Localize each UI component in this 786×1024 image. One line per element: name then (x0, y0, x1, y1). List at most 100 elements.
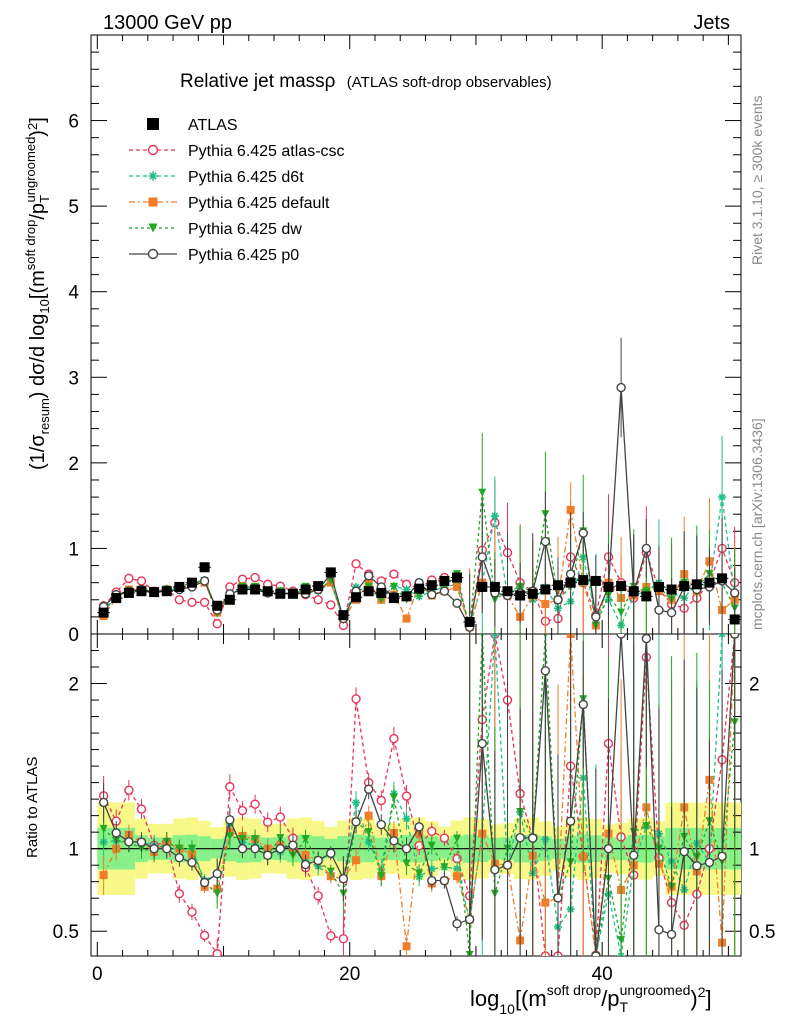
legend-marker (147, 144, 159, 156)
ratio-point-pythia-6-425-dw (301, 835, 310, 844)
atlas-point (552, 580, 563, 591)
legend-label: Pythia 6.425 atlas-csc (188, 143, 345, 160)
atlas-point (224, 594, 235, 605)
point-pythia-6-425-atlas-csc (187, 597, 197, 608)
ratio-point-pythia-6-425-p0 (275, 843, 286, 854)
point-pythia-6-425-dw (617, 608, 626, 617)
y-tick-label-main: 1 (68, 539, 79, 560)
ratio-point-pythia-6-425-p0 (717, 851, 727, 861)
atlas-point (174, 581, 185, 592)
point-pythia-6-425-p0 (565, 569, 576, 579)
series-line-pythia-6-425-atlas-csc (103, 521, 736, 628)
ratio-point-pythia-6-425-default (402, 942, 411, 951)
point-pythia-6-425-atlas-csc (124, 573, 134, 584)
y-tick-label-main: 3 (68, 368, 79, 389)
atlas-point (729, 614, 740, 625)
ratio-point-pythia-6-425-p0 (351, 817, 361, 827)
ratio-point-pythia-6-425-atlas-csc (212, 949, 222, 956)
ratio-point-pythia-6-425-p0 (300, 859, 311, 870)
ratio-point-pythia-6-425-atlas-csc (275, 812, 286, 822)
ratio-point-pythia-6-425-p0 (212, 868, 222, 879)
atlas-point (641, 591, 652, 602)
ratio-point-pythia-6-425-d6t (427, 864, 436, 873)
atlas-point (666, 584, 677, 595)
point-pythia-6-425-atlas-csc (250, 572, 260, 583)
ratio-point-pythia-6-425-dw (187, 844, 196, 853)
atlas-point (414, 583, 425, 594)
point-pythia-6-425-dw (642, 587, 651, 596)
ratio-point-pythia-6-425-p0 (427, 875, 437, 886)
atlas-point (603, 581, 614, 592)
ratio-point-pythia-6-425-atlas-csc (225, 782, 235, 792)
ratio-point-pythia-6-425-p0 (704, 857, 715, 868)
header-left: 13000 GeV pp (103, 12, 232, 34)
ratio-point-pythia-6-425-p0 (401, 843, 412, 854)
y-tick-label-main: 2 (68, 454, 79, 475)
y-axis-label-ratio: Ratio to ATLAS (24, 757, 41, 858)
ratio-point-pythia-6-425-atlas-csc (439, 833, 450, 843)
y-tick-label-main: 4 (68, 283, 79, 304)
ratio-point-pythia-6-425-p0 (452, 919, 462, 929)
point-pythia-6-425-atlas-csc (351, 559, 361, 569)
y-axis-label-main: (1/σresum) dσ/d log10[(msoft drop/pTungr… (23, 117, 52, 470)
ratio-point-pythia-6-425-p0 (666, 929, 677, 940)
point-pythia-6-425-p0 (363, 571, 374, 581)
ratio-point-pythia-6-425-default (541, 898, 550, 907)
ratio-point-pythia-6-425-p0 (326, 848, 336, 858)
main-plot: 0 1 2 3 4 5 6 (68, 34, 742, 646)
ratio-point-pythia-6-425-dw (225, 832, 234, 841)
legend-label: Pythia 6.425 default (188, 195, 330, 212)
legend-label: Pythia 6.425 d6t (188, 169, 304, 186)
ratio-point-pythia-6-425-p0 (313, 855, 323, 866)
point-pythia-6-425-p0 (729, 588, 740, 598)
ratio-point-pythia-6-425-p0 (616, 634, 626, 639)
atlas-point (275, 588, 286, 599)
y-tick-label-ratio-right: 0.5 (749, 922, 775, 943)
atlas-point (287, 588, 298, 599)
ratio-point-pythia-6-425-p0 (288, 840, 298, 850)
point-pythia-6-425-atlas-csc (199, 597, 210, 608)
atlas-point (161, 586, 172, 597)
legend-marker (148, 197, 158, 207)
ratio-point-pythia-6-425-default (352, 856, 361, 865)
ratio-point-pythia-6-425-atlas-csc (351, 694, 361, 704)
point-pythia-6-425-atlas-csc (174, 595, 185, 605)
atlas-point (502, 586, 513, 597)
atlas-point (628, 586, 639, 597)
ratio-point-pythia-6-425-p0 (553, 893, 563, 903)
y-tick-label-main: 6 (68, 112, 79, 133)
ratio-point-pythia-6-425-p0 (250, 843, 260, 854)
ratio-point-pythia-6-425-p0 (565, 816, 576, 826)
ratio-point-pythia-6-425-p0 (237, 843, 248, 854)
legend-marker (147, 118, 159, 130)
atlas-point (313, 581, 324, 592)
point-pythia-6-425-d6t (490, 511, 499, 520)
ratio-point-pythia-6-425-dw (326, 867, 335, 876)
ratio-line-pythia-6-425-d6t (103, 634, 735, 956)
atlas-point (300, 584, 311, 595)
atlas-point (515, 590, 526, 601)
ratio-series (98, 634, 740, 956)
point-pythia-6-425-p0 (477, 552, 487, 562)
ratio-point-pythia-6-425-d6t (453, 864, 462, 873)
ratio-plot: 0 20 40 0.5 0.5 1 1 2 2 (53, 633, 775, 985)
atlas-point (338, 610, 349, 621)
atlas-point (653, 581, 664, 592)
point-pythia-6-425-atlas-csc (326, 600, 336, 610)
atlas-point (401, 591, 412, 602)
point-pythia-6-425-d6t (718, 493, 727, 502)
atlas-point (237, 584, 248, 595)
point-pythia-6-425-dw (389, 582, 398, 591)
ratio-point-pythia-6-425-dw (453, 834, 462, 843)
ratio-point-pythia-6-425-dw (427, 841, 436, 850)
ratio-point-pythia-6-425-atlas-csc (136, 804, 147, 814)
x-tick-label: 40 (592, 964, 613, 985)
ratio-point-pythia-6-425-atlas-csc (326, 931, 336, 941)
ratio-point-pythia-6-425-p0 (98, 797, 109, 808)
atlas-point (149, 587, 160, 598)
ratio-point-pythia-6-425-p0 (464, 914, 475, 925)
ratio-point-pythia-6-425-dw (213, 889, 222, 898)
ratio-point-pythia-6-425-default (99, 871, 108, 880)
header-right: Jets (693, 12, 730, 34)
atlas-point (199, 562, 210, 573)
